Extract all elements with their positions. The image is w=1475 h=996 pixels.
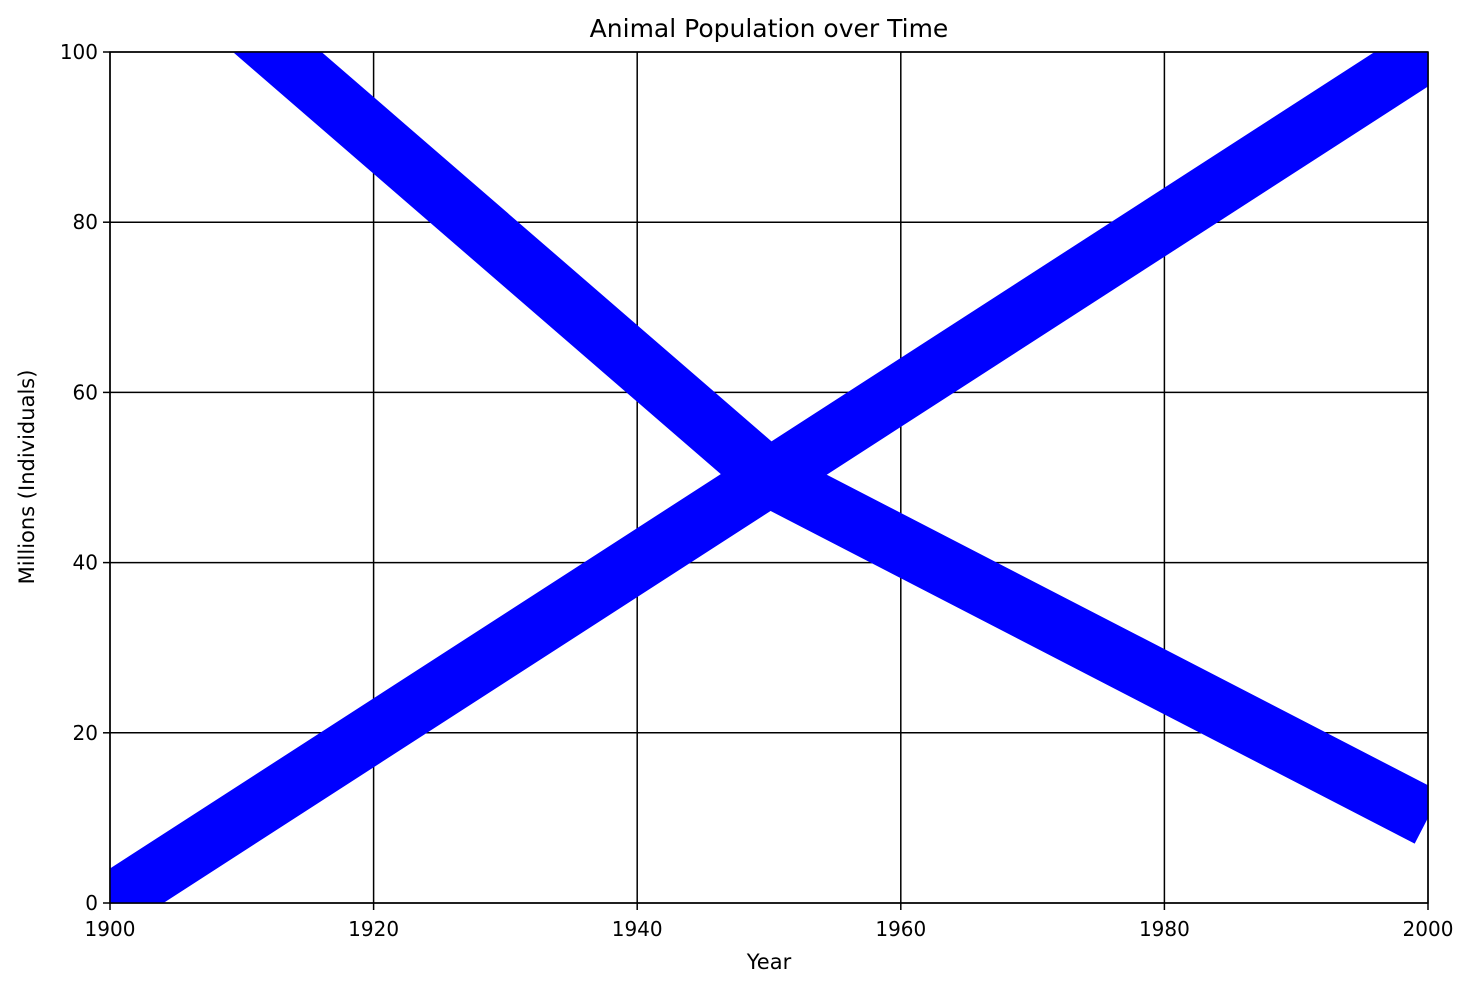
y-axis-ticks: 0 20 40 60 80 100: [60, 40, 110, 915]
y-tick-label: 20: [73, 721, 98, 745]
x-tick-label: 1940: [612, 917, 663, 941]
x-tick-label: 1960: [875, 917, 926, 941]
x-axis-ticks: 1900 1920 1940 1960 1980 2000: [85, 903, 1454, 941]
x-tick-label: 2000: [1403, 917, 1454, 941]
y-axis-label: Millions (Individuals): [15, 370, 39, 585]
y-tick-label: 60: [73, 380, 98, 404]
chart-title: Animal Population over Time: [590, 14, 949, 43]
x-tick-label: 1920: [348, 917, 399, 941]
y-tick-label: 0: [85, 891, 98, 915]
series-group: [110, 52, 1428, 903]
y-tick-label: 80: [73, 210, 98, 234]
x-tick-label: 1900: [85, 917, 136, 941]
series-line-2: [232, 52, 1428, 844]
plot-frame: [109, 51, 1429, 904]
y-tick-label: 100: [60, 40, 98, 64]
x-axis-label: Year: [746, 950, 792, 974]
x-tick-label: 1980: [1139, 917, 1190, 941]
y-tick-label: 40: [73, 551, 98, 575]
